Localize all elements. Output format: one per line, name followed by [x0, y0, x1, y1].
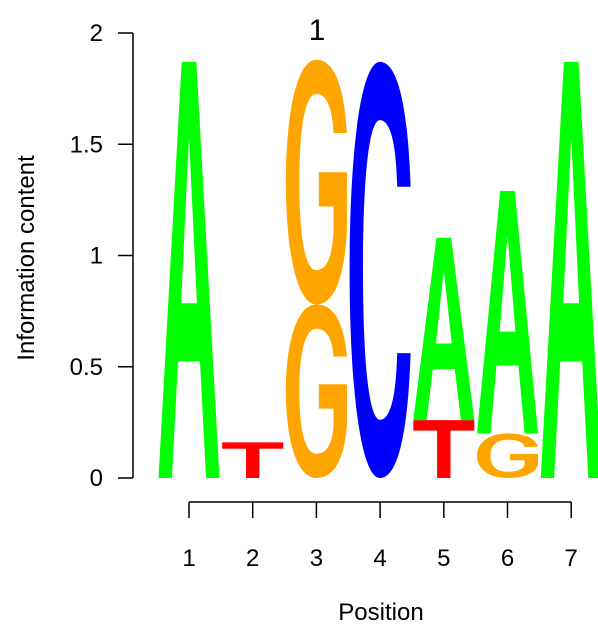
letter-A-pos-1: [158, 61, 220, 479]
x-tick-label: 6: [501, 545, 514, 572]
x-tick-label: 7: [565, 545, 578, 572]
letter-A-pos-5: [413, 237, 475, 421]
letter-C-pos-4: [349, 61, 411, 479]
letter-G-pos-3: [285, 59, 347, 305]
letter-G-pos-6: [477, 433, 538, 478]
x-tick-label: 1: [182, 545, 195, 572]
x-tick-label: 5: [437, 545, 450, 572]
letter-A-pos-7: [540, 61, 598, 478]
letter-T-pos-5: [413, 420, 475, 478]
x-axis: 1 2 3 4 5 6 7: [182, 501, 578, 572]
y-axis: 0 0.5 1 1.5 2: [70, 20, 134, 492]
letter-stacks: [158, 59, 598, 479]
letter-G-pos-3: [285, 304, 347, 479]
letter-T-pos-2: [222, 442, 284, 478]
y-tick-label: 0: [90, 465, 103, 492]
x-tick-label: 2: [246, 545, 259, 572]
x-tick-label: 4: [373, 545, 386, 572]
y-tick-label: 1.5: [70, 131, 103, 158]
x-axis-label: Position: [338, 599, 423, 626]
letter-A-pos-6: [477, 190, 538, 434]
y-tick-label: 0.5: [70, 354, 103, 381]
y-axis-label: Information content: [13, 155, 40, 361]
x-tick-label: 3: [310, 545, 323, 572]
y-tick-label: 1: [90, 243, 103, 270]
y-tick-label: 2: [90, 20, 103, 47]
chart-title: 1: [309, 14, 326, 47]
